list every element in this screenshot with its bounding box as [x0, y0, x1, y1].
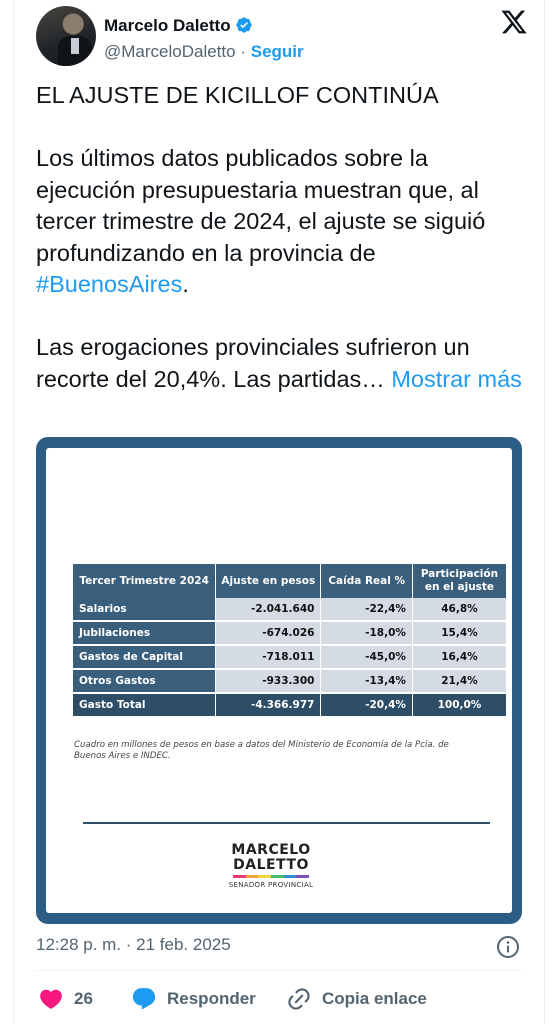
row-adjustment: -2.041.640 — [215, 598, 322, 622]
handle-separator: · — [240, 42, 246, 61]
brand-bar-segment — [233, 875, 246, 878]
row-share: 46,8% — [412, 598, 506, 622]
row-label: Gastos de Capital — [73, 645, 217, 670]
hashtag-link[interactable]: #BuenosAires — [36, 271, 183, 297]
table-total-row: Gasto Total -4.366.977 -20,4% 100,0% — [73, 693, 506, 718]
brand-bar-segment — [296, 875, 310, 878]
table-row: Otros Gastos -933.300 -13,4% 21,4% — [73, 669, 506, 694]
paragraph-2-text: Las erogaciones provinciales sufrieron u… — [36, 334, 470, 392]
row-real-drop: -13,4% — [320, 669, 413, 694]
total-real-drop: -20,4% — [320, 693, 413, 718]
budget-table: Tercer Trimestre 2024 Ajuste en pesos Ca… — [73, 564, 506, 718]
header-real-drop: Caída Real % — [320, 564, 413, 598]
info-icon[interactable] — [496, 935, 520, 959]
author-handle[interactable]: @MarceloDaletto — [104, 42, 236, 61]
row-adjustment: -933.300 — [215, 669, 322, 694]
brand-bar-segment — [271, 875, 284, 878]
paragraph-1-text: Los últimos datos publicados sobre la ej… — [36, 145, 486, 266]
brand-bar-segment — [245, 875, 259, 878]
link-icon — [288, 988, 310, 1010]
copy-link-button[interactable]: Copia enlace — [286, 985, 427, 1013]
tweet-title: EL AJUSTE DE KICILLOF CONTINÚA — [36, 82, 439, 108]
handle-row: @MarceloDaletto · Seguir — [104, 42, 304, 62]
header-period: Tercer Trimestre 2024 — [73, 564, 217, 598]
show-more-link[interactable]: Mostrar más — [391, 365, 522, 392]
tweet-timestamp[interactable]: 12:28 p. m. · 21 feb. 2025 — [36, 935, 231, 954]
tweet-paragraph-2: Las erogaciones provinciales sufrieron u… — [36, 332, 526, 395]
tweet-header: Marcelo Daletto @MarceloDaletto · Seguir — [36, 6, 528, 66]
total-share: 100,0% — [412, 693, 506, 718]
row-label: Jubilaciones — [73, 621, 217, 646]
header-share: Participación en el ajuste — [412, 564, 506, 598]
tweet-paragraph-1: Los últimos datos publicados sobre la ej… — [36, 143, 526, 301]
row-label: Otros Gastos — [73, 669, 217, 694]
brand-line-2: DALETTO — [233, 857, 309, 873]
reply-label: Responder — [167, 989, 256, 1008]
like-button[interactable]: 26 — [38, 985, 93, 1013]
table-header-row: Tercer Trimestre 2024 Ajuste en pesos Ca… — [73, 564, 506, 598]
row-share: 21,4% — [412, 669, 506, 694]
tweet-text: EL AJUSTE DE KICILLOF CONTINÚA Los últim… — [36, 80, 526, 395]
tweet-media[interactable]: Tercer Trimestre 2024 Ajuste en pesos Ca… — [36, 437, 522, 924]
reply-button[interactable]: Responder — [131, 985, 256, 1013]
table-row: Jubilaciones -674.026 -18,0% 15,4% — [73, 621, 506, 646]
row-real-drop: -45,0% — [320, 645, 413, 670]
like-count: 26 — [74, 989, 93, 1008]
total-adjustment: -4.366.977 — [215, 693, 322, 718]
tweet-actions: 26 Responder Copia enlace — [36, 985, 536, 1013]
reply-bubble-icon — [132, 988, 156, 1010]
table-row: Salarios -2.041.640 -22,4% 46,8% — [73, 598, 506, 622]
row-share: 15,4% — [412, 621, 506, 646]
row-adjustment: -718.011 — [215, 645, 322, 670]
table-footnote: Cuadro en millones de pesos en base a da… — [74, 740, 449, 761]
header-adjustment: Ajuste en pesos — [215, 564, 322, 598]
brand-bar-segment — [283, 875, 297, 878]
row-real-drop: -18,0% — [320, 621, 413, 646]
author-name-row[interactable]: Marcelo Daletto — [104, 16, 253, 36]
separator — [36, 970, 522, 971]
left-border — [13, 0, 14, 1024]
total-label: Gasto Total — [73, 693, 217, 718]
brand-line-1: MARCELO — [231, 842, 311, 858]
heart-icon — [40, 989, 62, 1009]
row-label: Salarios — [73, 598, 217, 622]
row-real-drop: -22,4% — [320, 598, 413, 622]
author-name[interactable]: Marcelo Daletto — [104, 16, 231, 35]
right-border — [544, 0, 545, 1024]
avatar[interactable] — [36, 6, 96, 66]
paragraph-1-period: . — [182, 271, 189, 297]
brand-logo: MARCELO DALETTO SENADOR PROVINCIAL — [216, 842, 326, 890]
row-share: 16,4% — [412, 645, 506, 670]
brand-color-bar — [233, 875, 310, 878]
brand-subtitle: SENADOR PROVINCIAL — [228, 881, 314, 889]
table-row: Gastos de Capital -718.011 -45,0% 16,4% — [73, 645, 506, 670]
copy-link-label: Copia enlace — [322, 989, 427, 1008]
x-logo-icon[interactable] — [500, 8, 528, 36]
media-divider — [83, 822, 490, 824]
row-adjustment: -674.026 — [215, 621, 322, 646]
verified-badge-icon — [235, 17, 252, 33]
follow-button[interactable]: Seguir — [250, 42, 304, 61]
brand-bar-segment — [258, 875, 272, 878]
media-image: Tercer Trimestre 2024 Ajuste en pesos Ca… — [46, 448, 512, 913]
